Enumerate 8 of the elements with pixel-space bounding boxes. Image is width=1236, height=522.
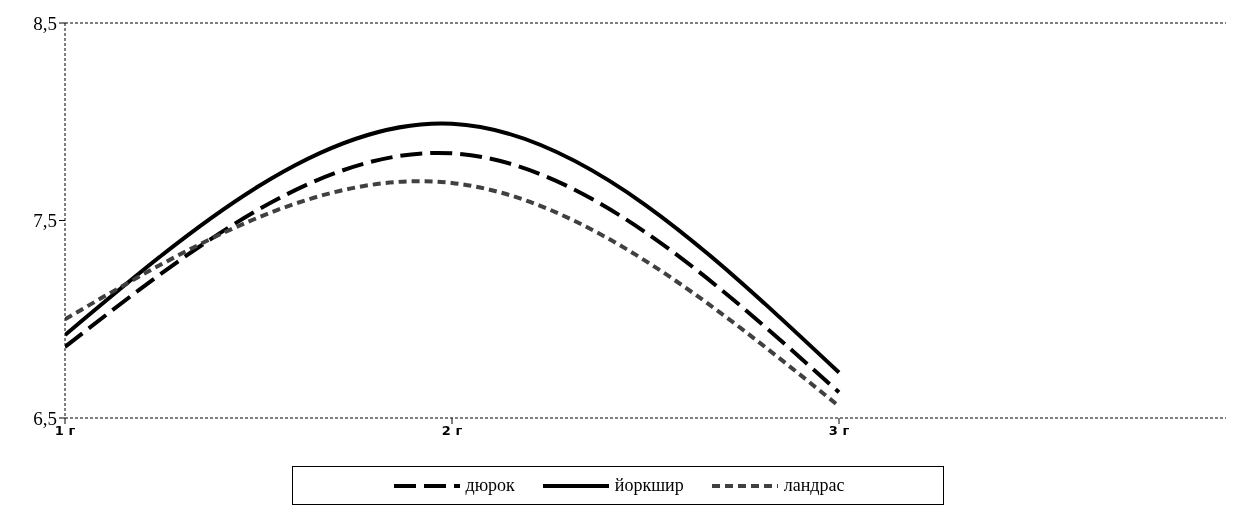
y-tick-label: 7,5 [33, 210, 57, 232]
x-tick-label: 3 г [828, 423, 850, 439]
y-tick-label: 8,5 [33, 12, 57, 34]
legend-label: дюрок [465, 475, 515, 496]
x-tick-label: 2 г [441, 423, 463, 439]
legend-label: ландрас [783, 475, 845, 496]
legend-label: йоркшир [614, 475, 684, 496]
y-tick-label: 6,5 [33, 407, 57, 429]
